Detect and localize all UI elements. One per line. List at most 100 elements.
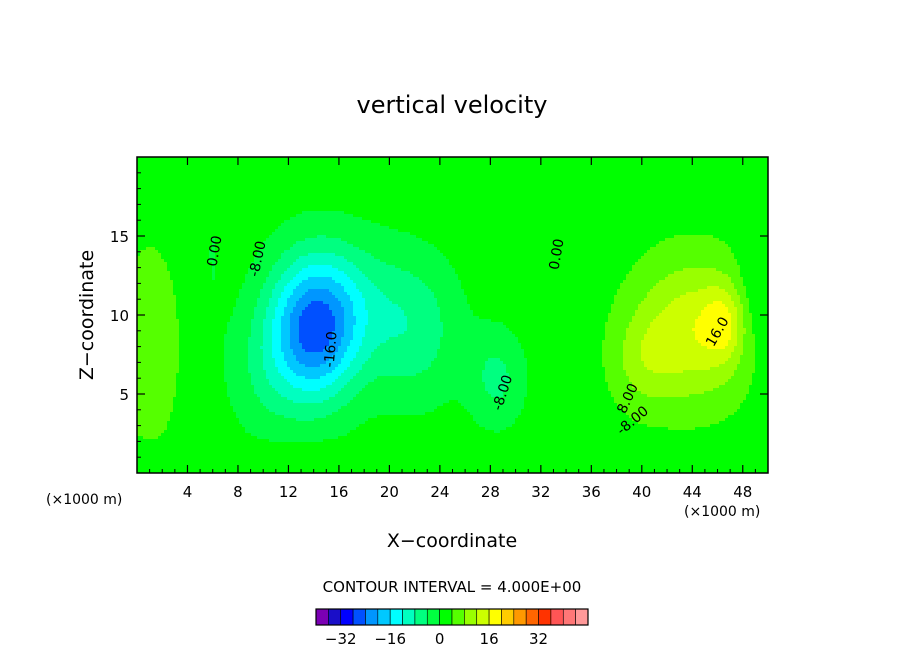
heatmap-cell — [302, 169, 306, 173]
heatmap-cell — [749, 166, 753, 170]
heatmap-cell — [227, 190, 231, 194]
heatmap-cell — [350, 175, 354, 179]
heatmap-cell — [473, 211, 477, 215]
heatmap-cell — [479, 184, 483, 188]
heatmap-cell — [410, 226, 414, 230]
heatmap-cell — [707, 163, 711, 167]
heatmap-cell — [209, 169, 213, 173]
heatmap-cell — [605, 169, 609, 173]
heatmap-cell — [317, 214, 321, 218]
heatmap-cell — [758, 202, 762, 206]
heatmap-cell — [488, 211, 492, 215]
heatmap-cell — [287, 166, 291, 170]
heatmap-cell — [365, 217, 369, 221]
heatmap-cell — [434, 223, 438, 227]
heatmap-cell — [149, 190, 153, 194]
heatmap-cell — [263, 193, 267, 197]
heatmap-cell — [626, 208, 630, 212]
heatmap-cell — [698, 160, 702, 164]
heatmap-cell — [281, 217, 285, 221]
heatmap-cell — [716, 190, 720, 194]
heatmap-cell — [335, 205, 339, 209]
heatmap-cell — [506, 190, 510, 194]
heatmap-cell — [761, 157, 765, 161]
heatmap-cell — [341, 199, 345, 203]
heatmap-cell — [515, 166, 519, 170]
heatmap-cell — [242, 220, 246, 224]
heatmap-cell — [383, 163, 387, 167]
heatmap-cell — [764, 172, 768, 176]
heatmap-cell — [482, 217, 486, 221]
heatmap-cell — [449, 199, 453, 203]
heatmap-cell — [371, 214, 375, 218]
heatmap-cell — [500, 223, 504, 227]
heatmap-cell — [407, 214, 411, 218]
heatmap-cell — [236, 205, 240, 209]
heatmap-cell — [290, 205, 294, 209]
heatmap-cell — [707, 220, 711, 224]
heatmap-cell — [473, 208, 477, 212]
heatmap-cell — [206, 169, 210, 173]
heatmap-cell — [716, 196, 720, 200]
heatmap-cell — [668, 202, 672, 206]
heatmap-cell — [221, 181, 225, 185]
heatmap-cell — [731, 193, 735, 197]
heatmap-cell — [209, 157, 213, 161]
heatmap-cell — [140, 160, 144, 164]
heatmap-cell — [746, 187, 750, 191]
heatmap-cell — [515, 190, 519, 194]
heatmap-cell — [344, 169, 348, 173]
heatmap-cell — [728, 163, 732, 167]
heatmap-cell — [335, 223, 339, 227]
heatmap-cell — [266, 196, 270, 200]
heatmap-cell — [740, 163, 744, 167]
heatmap-cell — [428, 220, 432, 224]
heatmap-cell — [245, 172, 249, 176]
heatmap-cell — [515, 214, 519, 218]
heatmap-cell — [464, 208, 468, 212]
heatmap-cell — [164, 205, 168, 209]
heatmap-cell — [212, 196, 216, 200]
heatmap-cell — [485, 181, 489, 185]
heatmap-cell — [305, 169, 309, 173]
heatmap-cell — [377, 187, 381, 191]
heatmap-cell — [677, 217, 681, 221]
heatmap-cell — [617, 196, 621, 200]
heatmap-cell — [581, 190, 585, 194]
heatmap-cell — [272, 175, 276, 179]
heatmap-cell — [494, 226, 498, 230]
heatmap-cell — [758, 190, 762, 194]
heatmap-cell — [170, 211, 174, 215]
heatmap-cell — [470, 214, 474, 218]
heatmap-cell — [449, 202, 453, 206]
heatmap-cell — [185, 193, 189, 197]
heatmap-cell — [485, 193, 489, 197]
heatmap-cell — [275, 226, 279, 230]
heatmap-cell — [329, 223, 333, 227]
heatmap-cell — [152, 160, 156, 164]
heatmap-cell — [713, 157, 717, 161]
heatmap-cell — [473, 214, 477, 218]
heatmap-cell — [221, 226, 225, 230]
heatmap-cell — [407, 199, 411, 203]
heatmap-cell — [488, 202, 492, 206]
heatmap-cell — [458, 157, 462, 161]
heatmap-cell — [704, 184, 708, 188]
heatmap-cell — [578, 166, 582, 170]
heatmap-cell — [140, 214, 144, 218]
heatmap-cell — [521, 196, 525, 200]
heatmap-cell — [305, 178, 309, 182]
heatmap-cell — [533, 187, 537, 191]
heatmap-cell — [143, 214, 147, 218]
heatmap-cell — [251, 166, 255, 170]
heatmap-cell — [368, 166, 372, 170]
heatmap-cell — [194, 163, 198, 167]
heatmap-cell — [356, 163, 360, 167]
heatmap-cell — [398, 157, 402, 161]
heatmap-cell — [473, 172, 477, 176]
heatmap-cell — [578, 160, 582, 164]
heatmap-cell — [173, 163, 177, 167]
heatmap-cell — [194, 199, 198, 203]
heatmap-cell — [194, 208, 198, 212]
heatmap-cell — [311, 163, 315, 167]
